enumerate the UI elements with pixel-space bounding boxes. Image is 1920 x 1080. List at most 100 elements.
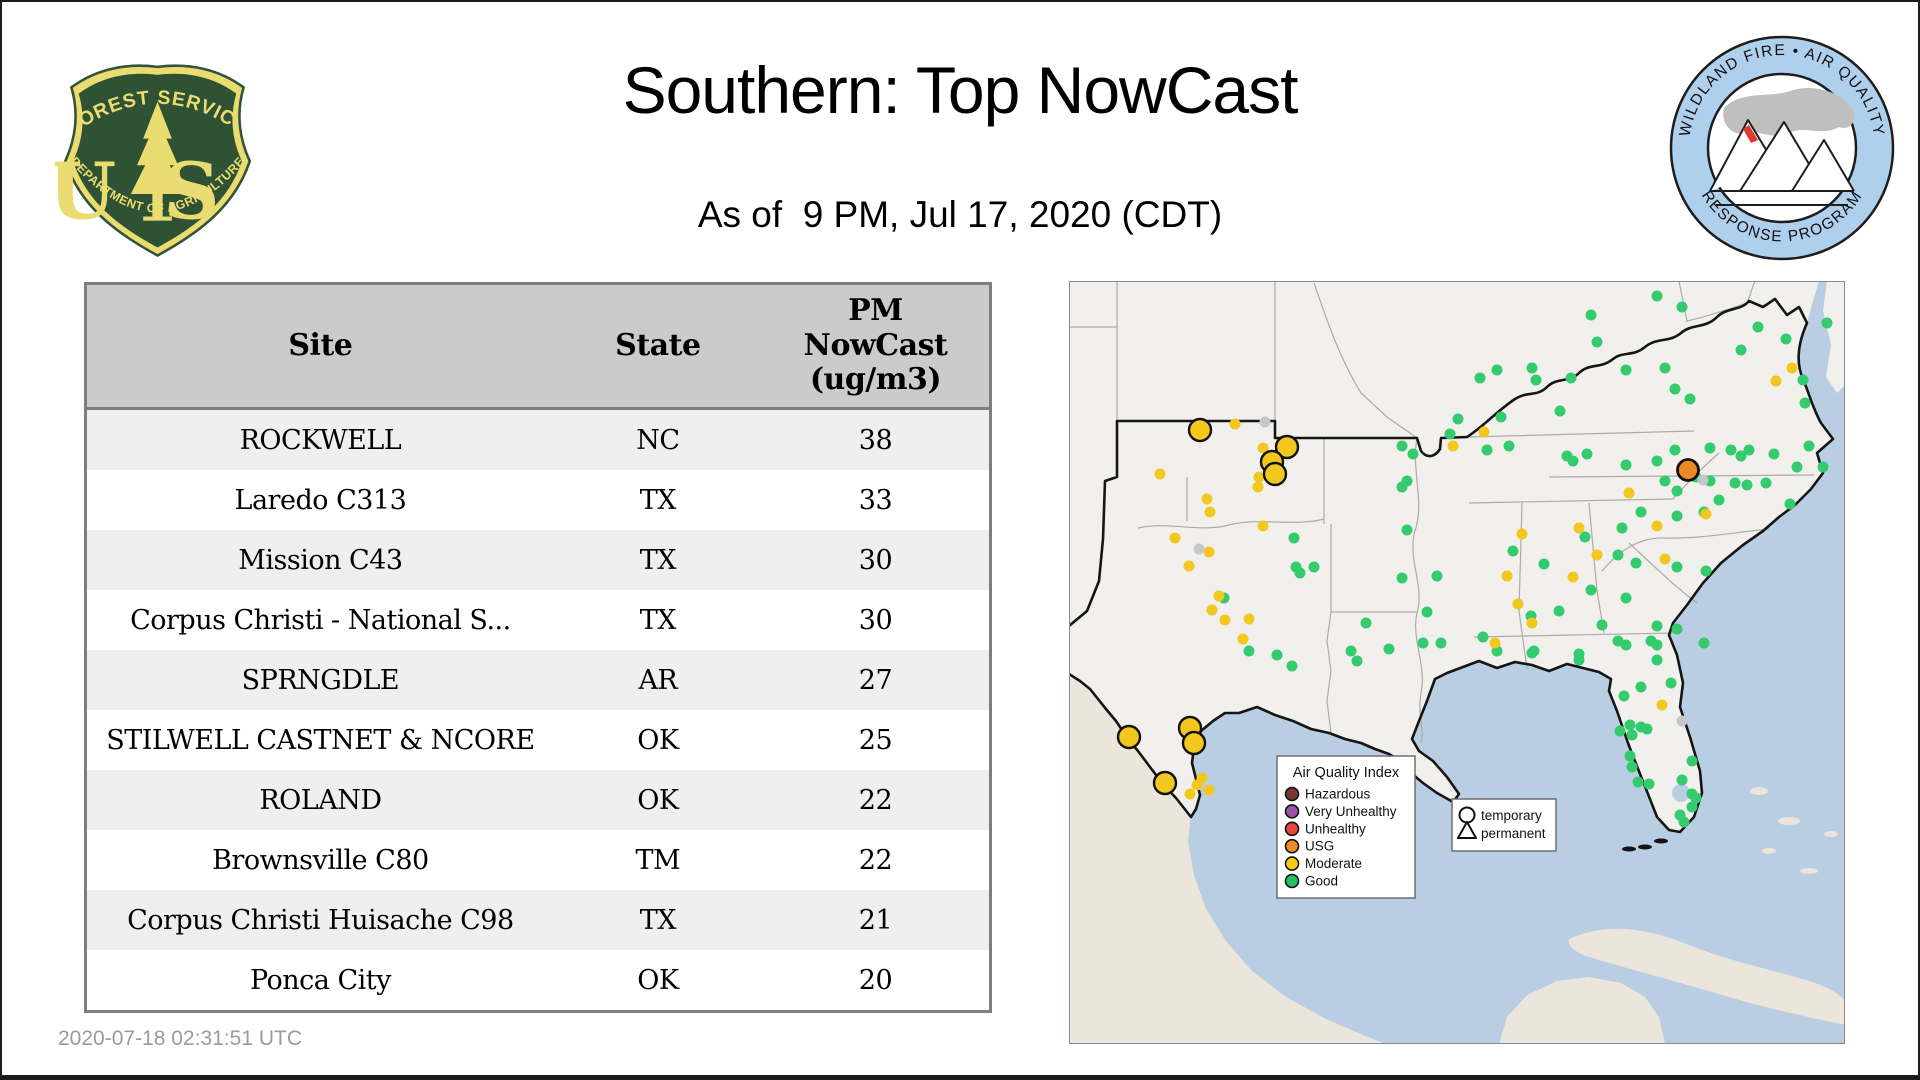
monitor-dot-good [1686,801,1698,813]
site-cell: ROLAND [259,784,382,816]
monitor-dot-good [1581,448,1593,460]
monitor-dot-good [1671,623,1683,635]
monitor-dot-good [1579,531,1591,543]
site-cell: Corpus Christi Huisache C98 [127,904,514,936]
table-row: Laredo C313 TX 33 [85,470,991,530]
state-cell: OK [637,724,679,756]
aqi-legend-title: Air Quality Index [1293,765,1400,781]
legend-swatch-unhealthy [1284,821,1300,837]
monitor-dot-good [1635,506,1647,518]
monitor-dot-good [1474,372,1486,384]
monitor-dot-good [1735,344,1747,356]
monitor-dot-good [1596,619,1608,631]
monitor-dot-moderate [1219,614,1231,626]
flame-icon [1743,125,1758,143]
monitor-dot-good [1383,643,1395,655]
monitor-dot-moderate [1591,549,1603,561]
monitor-dot-good [1308,561,1320,573]
pm-value-cell: 30 [858,544,893,576]
monitor-dot-good [1643,778,1655,790]
site-cell: ROCKWELL [239,424,402,456]
monitor-dot-nodata [1259,416,1271,428]
table-row: Ponca City OK 20 [85,950,991,1012]
monitor-dots [1116,290,1833,828]
monitor-dot-good [1686,755,1698,767]
monitor-dot-moderate [1184,788,1196,800]
site-cell: Laredo C313 [234,484,407,516]
monitor-dot-good [1641,723,1653,735]
monitor-dot-good [1651,620,1663,632]
monitor-dot-moderate [1203,546,1215,558]
monitor-dot-good [1803,440,1815,452]
monitor-dot-good [1651,639,1663,651]
permanent-symbol-icon [1457,821,1477,839]
monitor-dot-moderate [1478,426,1490,438]
monitor-dot-good [1624,719,1636,731]
monitor-dot-moderate [1512,598,1524,610]
monitor-dot-moderate [1786,362,1798,374]
monitor-dot-moderate [1243,613,1255,625]
monitor-dot-good [1507,545,1519,557]
monitor-dot-moderate [1213,590,1225,602]
temporary-monitor-dot-moderate [1187,417,1213,443]
monitor-dot-moderate [1573,522,1585,534]
symbol-legend: temporary permanent [1451,798,1557,852]
aqi-legend: Air Quality Index Hazardous Very Unhealthy… [1276,755,1416,899]
monitor-dot-moderate [1489,637,1501,649]
monitor-dot-good [1626,761,1638,773]
legend-swatch-hazardous [1284,786,1300,802]
monitor-dot-good [1791,461,1803,473]
temporary-monitor-dot-moderate [1274,434,1300,460]
nowcast-table: Site State PM NowCast (ug/m3) ROCKWELL NC… [84,282,992,1013]
table-row: SPRNGDLE AR 27 [85,650,991,710]
pm-value-cell: 38 [858,424,893,456]
monitor-dot-good [1635,681,1647,693]
pm-value-cell: 22 [858,784,893,816]
monitor-dot-good [1669,444,1681,456]
monitor-dot-good [1780,333,1792,345]
forest-service-logo-icon: FOREST SERVICE US DEPARTMENT OF AGRICULT… [48,27,260,269]
monitor-dot-moderate [1204,506,1216,518]
site-cell: STILWELL CASTNET & NCORE [106,724,535,756]
generated-timestamp: 2020-07-18 02:31:51 UTC [58,1027,302,1050]
monitor-dot-good [1288,532,1300,544]
monitor-dot-good [1573,654,1585,666]
legend-swatch-usg [1284,838,1300,854]
monitor-dot-moderate [1526,617,1538,629]
column-header-site: Site [85,283,554,410]
monitor-dot-good [1401,524,1413,536]
temporary-monitor-dot-moderate [1181,730,1207,756]
pm-value-cell: 33 [858,484,893,516]
monitor-dot-moderate [1203,784,1215,796]
site-cell: Mission C43 [238,544,403,576]
temporary-monitor-dot-moderate [1152,770,1178,796]
monitor-dot-moderate [1183,560,1195,572]
monitor-dot-moderate [1154,468,1166,480]
pine-tree-icon [130,101,185,221]
monitor-dot-good [1659,362,1671,374]
monitor-dot-good [1351,655,1363,667]
site-cell: SPRNGDLE [241,664,400,696]
monitor-dot-good [1431,570,1443,582]
pm-value-cell: 21 [858,904,893,936]
monitor-dot-nodata [1193,543,1205,555]
monitor-dot-good [1616,522,1628,534]
monitor-dot-good [1396,481,1408,493]
monitor-dot-good [1678,816,1690,828]
monitor-dot-moderate [1770,375,1782,387]
monitor-dot-good [1725,444,1737,456]
monitor-dot-good [1630,557,1642,569]
monitor-dot-good [1538,558,1550,570]
aqi-map-svg: Air Quality Index Hazardous Very Unhealthy… [1069,281,1845,1044]
monitor-dot-good [1612,549,1624,561]
monitor-dot-moderate [1257,442,1269,454]
table-row: STILWELL CASTNET & NCORE OK 25 [85,710,991,770]
monitor-dot-good [1768,448,1780,460]
column-header-pm: PM NowCast (ug/m3) [761,283,991,410]
legend-swatch-moderate [1284,856,1300,871]
monitor-dot-usg [1676,458,1700,482]
monitor-dot-good [1294,567,1306,579]
monitor-dot-good [1741,479,1753,491]
monitor-dot-good [1651,455,1663,467]
